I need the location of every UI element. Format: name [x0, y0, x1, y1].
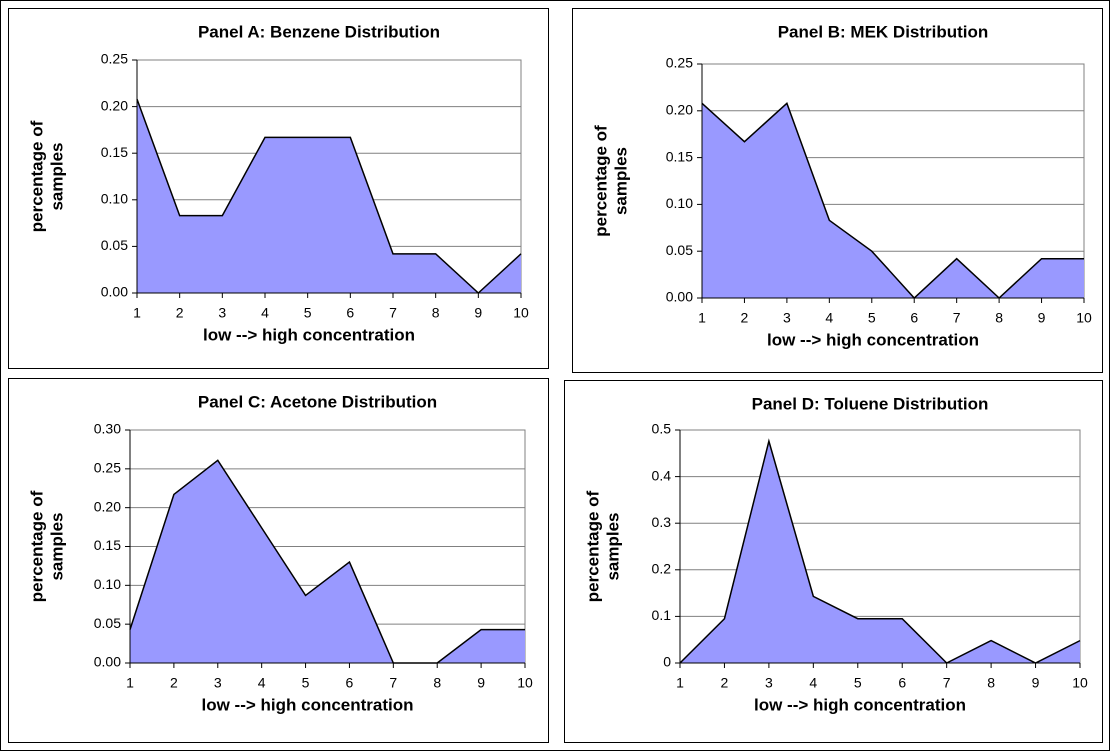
- panel: 0.00 0.05 0.10 0.15 0.20 0.25 1 2 3 4 5 6 7 8 9 10 Panel…: [572, 8, 1103, 373]
- y-tick-label: 0.00: [94, 654, 121, 670]
- y-tick-label: 0.25: [666, 55, 693, 71]
- y-tick-label: 0.20: [666, 102, 693, 118]
- x-tick-label: 6: [910, 310, 918, 326]
- y-tick-label: 0.15: [94, 537, 121, 553]
- x-tick-label: 10: [1072, 675, 1088, 691]
- x-tick-label: 5: [854, 675, 862, 691]
- x-tick-label: 8: [433, 675, 441, 691]
- y-tick-label: 0.4: [652, 467, 672, 483]
- x-tick-label: 2: [170, 675, 178, 691]
- x-tick-label: 9: [474, 305, 482, 321]
- x-tick-label: 9: [1032, 675, 1040, 691]
- x-axis-label: low --> high concentration: [767, 330, 979, 349]
- x-tick-label: 3: [765, 675, 773, 691]
- y-tick-label: 0.30: [94, 421, 121, 437]
- y-tick-label: 0.10: [101, 191, 128, 207]
- y-tick-label: 0.00: [666, 289, 693, 305]
- x-axis-label: low --> high concentration: [203, 325, 415, 344]
- x-tick-label: 10: [513, 305, 529, 321]
- y-tick-label: 0.25: [94, 460, 121, 476]
- y-axis-label: percentage of: [27, 120, 46, 232]
- area-line: [136, 98, 522, 295]
- x-tick-label: 9: [477, 675, 485, 691]
- x-tick-label: 7: [953, 310, 961, 326]
- x-tick-label: 6: [346, 675, 354, 691]
- y-axis-label: samples: [47, 512, 66, 580]
- area-fill: [137, 99, 521, 293]
- y-tick-label: 0.1: [652, 607, 672, 623]
- x-tick-label: 2: [176, 305, 184, 321]
- x-tick-label: 8: [995, 310, 1003, 326]
- y-tick-label: 0.05: [101, 237, 128, 253]
- x-tick-label: 9: [1038, 310, 1046, 326]
- y-axis-label: samples: [611, 147, 630, 215]
- x-tick-label: 2: [741, 310, 749, 326]
- y-tick-label: 0.20: [94, 498, 121, 514]
- x-tick-label: 4: [825, 310, 833, 326]
- panel: 0 0.1 0.2 0.3 0.4 0.5 1 2 3 4 5 6 7 8 9 10 Panel D: Tolu…: [564, 380, 1103, 743]
- chart-title: Panel C: Acetone Distribution: [198, 392, 437, 411]
- x-tick-label: 1: [126, 675, 134, 691]
- y-tick-label: 0.10: [94, 576, 121, 592]
- y-tick-label: 0.3: [652, 514, 672, 530]
- area-fill: [680, 441, 1080, 663]
- panel: 0.00 0.05 0.10 0.15 0.20 0.25 0.30 1 2 3 4 5 6 7 8 9 10 P…: [8, 378, 549, 743]
- x-tick-label: 4: [258, 675, 266, 691]
- x-axis-label: low --> high concentration: [201, 695, 413, 714]
- chart-title: Panel A: Benzene Distribution: [198, 22, 440, 41]
- y-tick-label: 0.05: [666, 242, 693, 258]
- x-tick-label: 7: [389, 305, 397, 321]
- x-tick-label: 6: [346, 305, 354, 321]
- y-axis-label: samples: [603, 512, 622, 580]
- x-tick-label: 3: [218, 305, 226, 321]
- y-tick-label: 0.15: [666, 148, 693, 164]
- y-axis-label: percentage of: [591, 125, 610, 237]
- x-tick-label: 8: [432, 305, 440, 321]
- chart-title: Panel B: MEK Distribution: [778, 22, 989, 41]
- y-tick-label: 0.5: [652, 421, 672, 437]
- x-tick-label: 1: [676, 675, 684, 691]
- panel: 0.00 0.05 0.10 0.15 0.20 0.25 1 2 3 4 5 6 7 8 9 10 Panel…: [8, 8, 549, 369]
- x-tick-label: 2: [721, 675, 729, 691]
- x-tick-label: 10: [517, 675, 533, 691]
- x-tick-label: 8: [987, 675, 995, 691]
- y-tick-label: 0.2: [652, 561, 672, 577]
- area-fill: [130, 460, 525, 663]
- y-axis-label: percentage of: [583, 490, 602, 602]
- x-tick-label: 6: [898, 675, 906, 691]
- y-tick-label: 0.00: [101, 284, 128, 300]
- area-line: [129, 459, 525, 664]
- chart-title: Panel D: Toluene Distribution: [752, 394, 989, 413]
- y-tick-label: 0: [663, 654, 671, 670]
- y-tick-label: 0.25: [101, 51, 128, 67]
- y-axis-label: percentage of: [27, 490, 46, 602]
- area-line: [679, 438, 1081, 664]
- area-line: [701, 102, 1084, 300]
- y-tick-label: 0.15: [101, 144, 128, 160]
- x-tick-label: 5: [868, 310, 876, 326]
- x-tick-label: 7: [943, 675, 951, 691]
- y-tick-label: 0.10: [666, 195, 693, 211]
- x-tick-label: 3: [783, 310, 791, 326]
- x-axis-label: low --> high concentration: [754, 695, 966, 714]
- x-tick-label: 1: [133, 305, 141, 321]
- x-tick-label: 5: [304, 305, 312, 321]
- y-tick-label: 0.05: [94, 615, 121, 631]
- x-tick-label: 3: [214, 675, 222, 691]
- x-tick-label: 1: [698, 310, 706, 326]
- x-tick-label: 4: [261, 305, 269, 321]
- x-tick-label: 5: [302, 675, 310, 691]
- area-fill: [702, 103, 1084, 298]
- x-tick-label: 4: [809, 675, 817, 691]
- y-axis-label: samples: [47, 142, 66, 210]
- x-tick-label: 7: [389, 675, 397, 691]
- x-tick-label: 10: [1076, 310, 1092, 326]
- y-tick-label: 0.20: [101, 97, 128, 113]
